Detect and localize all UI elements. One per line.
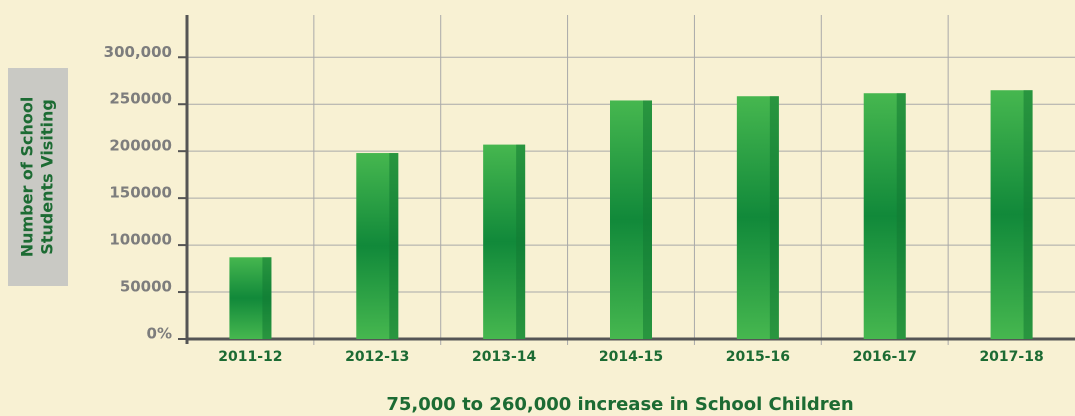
x-tick-label: 2017-18 bbox=[979, 349, 1043, 365]
y-tick-label: 200000 bbox=[109, 137, 172, 155]
y-label-line: Number of School bbox=[18, 97, 37, 258]
y-tick-label: 100000 bbox=[109, 231, 172, 249]
bar-shade bbox=[262, 257, 272, 339]
y-label: Number of School Students Visiting bbox=[18, 97, 57, 258]
y-tick-label: 0% bbox=[147, 325, 172, 343]
bar-shade bbox=[769, 96, 779, 340]
y-label-line: Students Visiting bbox=[38, 99, 57, 255]
bar-shade bbox=[389, 153, 399, 339]
y-tick-label: 50000 bbox=[120, 278, 172, 296]
y-tick-label: 300,000 bbox=[104, 43, 172, 61]
x-tick-label: 2011-12 bbox=[218, 349, 282, 365]
x-tick-label: 2014-15 bbox=[599, 349, 663, 365]
bar-shade bbox=[516, 144, 526, 339]
bar-shade bbox=[896, 93, 906, 339]
y-tick-label: 250000 bbox=[109, 90, 172, 108]
chart-title: 75,000 to 260,000 increase in School Chi… bbox=[386, 394, 853, 415]
bar-shade bbox=[643, 100, 652, 339]
x-tick-label: 2012-13 bbox=[345, 349, 409, 365]
x-tick-label: 2013-14 bbox=[472, 349, 537, 365]
bar-shade bbox=[1023, 90, 1033, 339]
y-tick-label: 150000 bbox=[109, 184, 172, 202]
x-tick-label: 2015-16 bbox=[726, 349, 790, 365]
x-tick-label: 2016-17 bbox=[853, 349, 917, 365]
y-label-box bbox=[8, 68, 68, 286]
